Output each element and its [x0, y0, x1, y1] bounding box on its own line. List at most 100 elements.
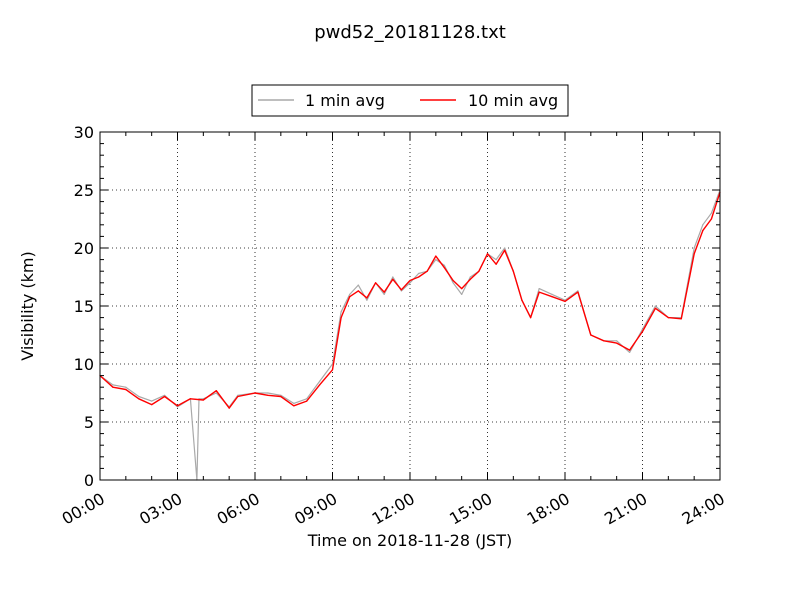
data-point-1-min-avg	[551, 293, 553, 295]
data-point-1-min-avg	[125, 386, 127, 388]
data-point-1-min-avg	[112, 384, 114, 386]
data-point-10-min-avg	[418, 276, 420, 278]
data-point-10-min-avg	[530, 317, 532, 319]
data-point-10-min-avg	[164, 395, 166, 398]
data-point-1-min-avg	[461, 293, 463, 295]
data-point-10-min-avg	[112, 386, 114, 388]
data-point-10-min-avg	[176, 405, 179, 407]
x-tick-label: 18:00	[524, 489, 573, 529]
data-point-10-min-avg	[349, 296, 351, 298]
y-tick-label: 30	[74, 123, 94, 142]
data-point-10-min-avg	[504, 249, 506, 251]
data-point-10-min-avg	[486, 253, 489, 255]
data-point-10-min-avg	[280, 395, 282, 398]
legend-label-1-min-avg: 1 min avg	[305, 91, 385, 110]
y-tick-label: 5	[84, 413, 94, 432]
data-point-10-min-avg	[693, 253, 695, 255]
data-point-1-min-avg	[504, 247, 506, 249]
data-point-10-min-avg	[293, 405, 295, 407]
data-point-1-min-avg	[176, 406, 179, 408]
legend-box	[251, 84, 569, 117]
data-point-1-min-avg	[452, 282, 454, 284]
data-point-1-min-avg	[293, 402, 295, 404]
x-tick-label: 09:00	[291, 489, 340, 529]
data-point-10-min-avg	[215, 390, 217, 392]
data-point-10-min-avg	[603, 340, 605, 342]
data-point-10-min-avg	[538, 291, 540, 293]
data-point-1-min-avg	[710, 212, 713, 214]
data-point-10-min-avg	[138, 398, 140, 400]
data-point-10-min-avg	[577, 291, 579, 293]
x-tick-label: 12:00	[369, 489, 418, 529]
data-point-10-min-avg	[469, 278, 471, 280]
ticks: 00:00 03:00 06:00 09:00 12:00 15:00 18:00 21:00…	[59, 123, 728, 529]
data-point-10-min-avg	[452, 279, 454, 282]
data-point-10-min-avg	[383, 291, 385, 293]
data-point-10-min-avg	[125, 388, 127, 391]
data-point-1-min-avg	[151, 400, 153, 402]
data-point-1-min-avg	[641, 328, 644, 330]
data-point-1-min-avg	[164, 394, 166, 396]
data-point-10-min-avg	[590, 334, 592, 336]
data-point-1-min-avg	[538, 288, 540, 290]
x-tick-label: 15:00	[446, 489, 495, 529]
x-tick-label: 06:00	[214, 489, 263, 529]
data-point-10-min-avg	[667, 317, 669, 319]
data-point-1-min-avg	[366, 299, 368, 301]
data-point-10-min-avg	[319, 384, 321, 386]
y-tick-label: 15	[74, 297, 94, 316]
y-tick-label: 10	[74, 355, 94, 374]
legend: 1 min avg 10 min avg	[251, 84, 569, 117]
data-point-10-min-avg	[409, 279, 411, 282]
y-tick-label: 25	[74, 181, 94, 200]
data-point-1-min-avg	[495, 259, 497, 261]
data-point-1-min-avg	[237, 394, 239, 396]
data-point-10-min-avg	[512, 270, 514, 272]
data-point-1-min-avg	[577, 290, 579, 292]
data-point-10-min-avg	[478, 270, 480, 272]
data-point-10-min-avg	[702, 230, 704, 232]
data-point-10-min-avg	[495, 263, 497, 265]
data-point-1-min-avg	[383, 293, 385, 295]
data-point-10-min-avg	[254, 392, 256, 394]
data-point-10-min-avg	[654, 307, 657, 309]
data-point-10-min-avg	[237, 395, 239, 398]
data-point-1-min-avg	[349, 293, 351, 295]
data-point-10-min-avg	[443, 267, 445, 269]
data-point-1-min-avg	[409, 282, 411, 284]
data-point-1-min-avg	[319, 380, 321, 382]
data-point-10-min-avg	[680, 318, 682, 320]
data-point-10-min-avg	[629, 349, 631, 351]
data-point-10-min-avg	[641, 330, 644, 333]
data-point-10-min-avg	[375, 282, 377, 284]
data-point-10-min-avg	[551, 296, 553, 298]
y-axis-label: Visibility (km)	[18, 251, 37, 360]
data-point-10-min-avg	[392, 278, 394, 280]
data-point-10-min-avg	[564, 300, 566, 302]
data-point-10-min-avg	[202, 399, 204, 401]
x-tick-label: 24:00	[679, 489, 728, 529]
data-point-1-min-avg	[267, 392, 269, 394]
data-point-1-min-avg	[400, 290, 402, 292]
data-point-10-min-avg	[357, 290, 359, 292]
data-point-10-min-avg	[521, 299, 523, 301]
data-point-10-min-avg	[400, 289, 402, 291]
chart-title: pwd52_20181128.txt	[314, 22, 506, 43]
data-point-10-min-avg	[710, 218, 713, 220]
x-tick-label: 03:00	[136, 489, 185, 529]
data-point-1-min-avg	[693, 247, 695, 249]
data-point-10-min-avg	[616, 342, 618, 344]
data-point-1-min-avg	[280, 394, 282, 396]
series-line-10-min-avg	[99, 192, 721, 409]
data-point-1-min-avg	[654, 305, 657, 307]
data-point-10-min-avg	[267, 394, 269, 396]
y-tick-label: 20	[74, 239, 94, 258]
data-point-1-min-avg	[392, 276, 394, 278]
data-point-1-min-avg	[357, 284, 359, 286]
data-point-10-min-avg	[331, 369, 334, 371]
data-point-1-min-avg	[215, 392, 217, 394]
x-tick-label: 21:00	[601, 489, 650, 529]
data-point-10-min-avg	[340, 317, 342, 319]
data-point-1-min-avg	[702, 224, 704, 226]
